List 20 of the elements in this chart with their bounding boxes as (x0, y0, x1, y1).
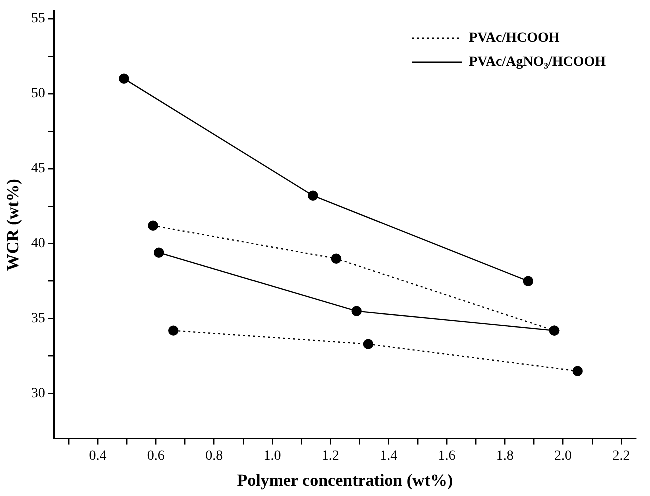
y-tick-label: 35 (31, 312, 46, 326)
x-axis-title: Polymer concentration (wt%) (237, 471, 454, 490)
y-tick-label: 45 (31, 162, 46, 177)
x-tick-label: 2.2 (612, 448, 630, 464)
x-tick-label: 1.0 (264, 448, 282, 464)
x-tick-label: 1.2 (322, 448, 340, 464)
x-tick-label: 2.0 (554, 448, 572, 464)
x-tick-label: 0.8 (206, 448, 224, 464)
x-tick-label: 1.6 (438, 448, 456, 464)
x-tick-label: 1.8 (496, 448, 514, 464)
y-tick-label: 40 (31, 236, 46, 252)
x-tick-label: 0.4 (89, 448, 107, 464)
legend-label: PVAc/HCOOH (469, 31, 560, 46)
y-tick-label: 50 (31, 86, 46, 102)
legend-label: PVAc/AgNO₃/HCOOH (469, 55, 606, 70)
y-tick-label: 30 (31, 386, 46, 402)
x-tick-label: 0.6 (147, 448, 165, 464)
y-tick-label: 55 (31, 12, 46, 27)
x-tick-label: 1.4 (380, 448, 398, 464)
y-axis-title: WCR (wt%) (4, 179, 23, 272)
